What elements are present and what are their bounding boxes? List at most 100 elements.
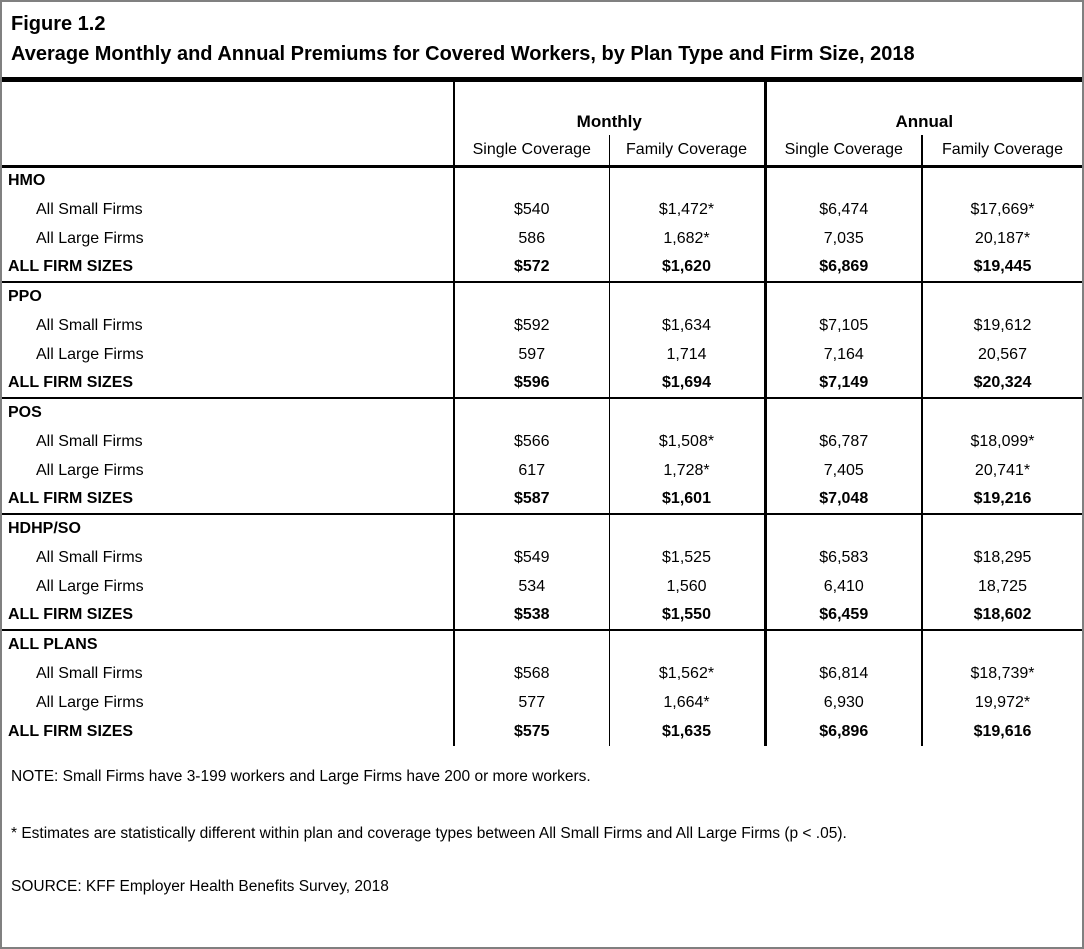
empty-cell (765, 282, 923, 311)
firm-size-row: All Small Firms $592 $1,634 $7,105 $19,612 (2, 311, 1082, 340)
premium-value: 597 (454, 340, 610, 369)
premium-value: $18,099* (970, 432, 1035, 450)
premium-value: $6,474 (765, 195, 923, 224)
empty-cell (454, 166, 610, 195)
row-label: All Large Firms (2, 572, 455, 601)
premium-value: 534 (454, 572, 610, 601)
empty-cell (765, 166, 923, 195)
premium-value: $18,739* (970, 664, 1035, 682)
premium-value: $6,869 (765, 253, 923, 283)
figure-title: Average Monthly and Annual Premiums for … (11, 43, 915, 65)
empty-cell (922, 166, 1082, 195)
premium-value: $1,472* (609, 195, 767, 224)
annual-family-coverage-header: Family Coverage (922, 135, 1082, 168)
premium-value: $587 (454, 485, 610, 515)
firm-size-row: All Large Firms 617 1,728* 7,405 20,741* (2, 456, 1082, 485)
premium-value: $7,048 (765, 485, 923, 515)
row-label: All Small Firms (2, 195, 455, 224)
note-firm-size-definition: NOTE: Small Firms have 3-199 workers and… (11, 768, 591, 785)
premium-value: $19,616 (973, 722, 1032, 740)
empty-cell (454, 514, 610, 543)
premium-value: $6,814 (765, 659, 923, 688)
premium-value: $19,216 (922, 485, 1082, 515)
premium-value: $6,459 (765, 601, 923, 631)
premium-value: 20,187* (974, 229, 1031, 247)
premium-value: $1,694 (609, 369, 767, 399)
premium-value: 1,728* (609, 456, 767, 485)
figure-label: Figure 1.2 (11, 13, 106, 35)
premium-value: 577 (454, 688, 610, 717)
premium-value: 1,664* (609, 688, 767, 717)
empty-cell (609, 282, 767, 311)
row-label: All Small Firms (2, 311, 455, 340)
firm-size-row: All Large Firms 577 1,664* 6,930 19,972* (2, 688, 1082, 717)
empty-cell (609, 514, 767, 543)
premium-value: $1,634 (609, 311, 767, 340)
empty-cell (609, 398, 767, 427)
premium-value: $538 (454, 601, 610, 631)
firm-size-row: All Large Firms 597 1,714 7,164 20,567 (2, 340, 1082, 369)
row-label: ALL FIRM SIZES (2, 717, 455, 746)
row-label: All Small Firms (2, 659, 455, 688)
premium-value: $1,601 (609, 485, 767, 515)
column-sub-header-row: Single Coverage Family Coverage Single C… (2, 135, 1082, 168)
premium-value: $592 (454, 311, 610, 340)
empty-cell (765, 398, 923, 427)
premium-value: $19,445 (922, 253, 1082, 283)
premium-value: 20,741* (974, 461, 1031, 479)
row-label: ALL FIRM SIZES (2, 601, 455, 631)
empty-cell (454, 630, 610, 659)
firm-size-row: All Small Firms $540 $1,472* $6,474 $17,669* (2, 195, 1082, 224)
annual-group-header: Annual (895, 112, 954, 131)
premium-value: $1,562* (609, 659, 767, 688)
plan-type-row: HMO (2, 166, 1082, 195)
column-group-row: Monthly Annual (2, 82, 1082, 135)
row-label: ALL FIRM SIZES (2, 253, 455, 283)
all-firm-sizes-row: ALL FIRM SIZES $538 $1,550 $6,459 $18,602 (2, 601, 1082, 631)
empty-cell (922, 398, 1082, 427)
all-firm-sizes-row: ALL FIRM SIZES $572 $1,620 $6,869 $19,445 (2, 253, 1082, 283)
row-label: ALL FIRM SIZES (2, 485, 455, 515)
note-source: SOURCE: KFF Employer Health Benefits Sur… (11, 878, 389, 895)
premium-value: $568 (454, 659, 610, 688)
firm-size-row: All Large Firms 534 1,560 6,410 18,725 (2, 572, 1082, 601)
row-label: All Small Firms (2, 543, 455, 572)
premium-value: 7,405 (765, 456, 923, 485)
plan-type-row: HDHP/SO (2, 514, 1082, 543)
empty-cell (922, 514, 1082, 543)
premium-value: $6,896 (765, 717, 923, 746)
row-label: All Large Firms (2, 340, 455, 369)
firm-size-row: All Small Firms $549 $1,525 $6,583 $18,295 (2, 543, 1082, 572)
note-statistical-significance: * Estimates are statistically different … (11, 825, 847, 842)
premium-value: $575 (454, 717, 610, 746)
premium-value: $1,525 (609, 543, 767, 572)
title-divider (2, 77, 1082, 82)
premium-value: $1,620 (609, 253, 767, 283)
empty-cell (765, 630, 923, 659)
premium-value: $549 (454, 543, 610, 572)
plan-type-label: PPO (2, 282, 455, 311)
premium-value: 6,930 (765, 688, 923, 717)
premium-value: $19,612 (973, 316, 1032, 334)
premium-value: $1,508* (609, 427, 767, 456)
all-firm-sizes-row: ALL FIRM SIZES $596 $1,694 $7,149 $20,324 (2, 369, 1082, 399)
empty-cell (454, 398, 610, 427)
premium-value: $17,669* (970, 200, 1035, 218)
empty-cell (609, 630, 767, 659)
annual-single-coverage-header: Single Coverage (765, 135, 923, 168)
firm-size-row: All Large Firms 586 1,682* 7,035 20,187* (2, 224, 1082, 253)
plan-type-label: ALL PLANS (2, 630, 455, 659)
empty-cell (765, 514, 923, 543)
row-label: All Small Firms (2, 427, 455, 456)
premium-value: 1,560 (609, 572, 767, 601)
premium-value: 617 (454, 456, 610, 485)
monthly-single-coverage-header: Single Coverage (454, 135, 610, 168)
plan-type-label: HDHP/SO (2, 514, 455, 543)
premium-value: $540 (454, 195, 610, 224)
premium-value: $18,295 (973, 548, 1032, 566)
premiums-table-header: Monthly Annual Single Coverage Family Co… (2, 82, 1082, 168)
premium-value: $572 (454, 253, 610, 283)
monthly-family-coverage-header: Family Coverage (609, 135, 767, 168)
all-firm-sizes-row: ALL FIRM SIZES $587 $1,601 $7,048 $19,216 (2, 485, 1082, 515)
